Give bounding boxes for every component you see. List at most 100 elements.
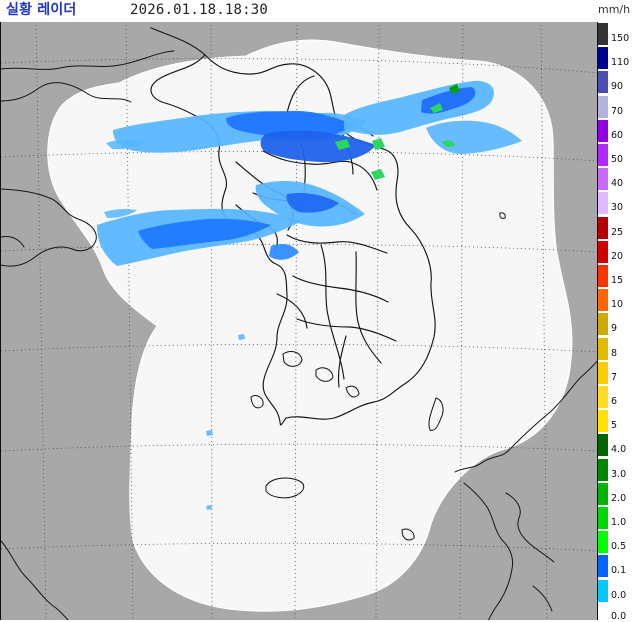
legend-item: 25 bbox=[598, 215, 635, 239]
legend-item: 15 bbox=[598, 264, 635, 287]
rain-fragment-west bbox=[104, 208, 137, 218]
legend-swatch bbox=[598, 312, 608, 336]
legend-label: 90 bbox=[611, 81, 624, 93]
legend-swatch bbox=[598, 530, 608, 554]
legend-label: 70 bbox=[611, 105, 624, 117]
legend-swatch bbox=[598, 433, 608, 457]
rain-band-southwest-core bbox=[138, 218, 271, 249]
rain-band-central-core bbox=[260, 130, 376, 163]
latitude-line bbox=[1, 542, 597, 552]
legend-item: 0.0 bbox=[598, 578, 635, 602]
legend-item: 150 bbox=[598, 22, 635, 45]
island-southeast bbox=[401, 528, 415, 541]
coastline-japan-south bbox=[532, 585, 553, 612]
legend-item: 3.0 bbox=[598, 457, 635, 481]
legend-swatch bbox=[598, 578, 608, 602]
rain-cell-green bbox=[335, 139, 350, 150]
page-title: 실황 레이더 bbox=[6, 2, 77, 18]
legend-swatch bbox=[598, 239, 608, 263]
header-bar: 실황 레이더 2026.01.18.18:30 mm/h bbox=[0, 0, 635, 22]
rain-cell-blue bbox=[269, 244, 299, 260]
island-south bbox=[282, 351, 303, 367]
legend-item: 90 bbox=[598, 70, 635, 94]
legend-label: 6 bbox=[611, 396, 618, 407]
island-south bbox=[315, 367, 334, 382]
legend-label: 3.0 bbox=[611, 468, 627, 480]
legend-label: 0.5 bbox=[611, 541, 627, 553]
legend-item: 5 bbox=[598, 409, 635, 433]
legend-swatch bbox=[598, 288, 608, 312]
legend-swatch bbox=[598, 167, 608, 191]
province-border bbox=[276, 293, 308, 329]
coastline-china-north bbox=[1, 82, 132, 103]
legend-swatch bbox=[598, 94, 608, 118]
precipitation-legend: 150 110 90 70 60 50 40 30 25 20 15 10 9 8 7 6 5 4.0 3.0 2.0… bbox=[598, 22, 635, 622]
legend-item: 2.0 bbox=[598, 481, 635, 505]
coastline-china-south bbox=[1, 540, 69, 620]
legend-label: 60 bbox=[611, 129, 624, 141]
legend-swatch bbox=[598, 385, 608, 408]
legend-item: 6 bbox=[598, 385, 635, 408]
legend-item: 30 bbox=[598, 191, 635, 215]
legend-swatch bbox=[598, 22, 608, 45]
legend-item: 110 bbox=[598, 46, 635, 70]
province-border bbox=[286, 234, 388, 254]
legend-label: 110 bbox=[611, 57, 630, 69]
rain-band-north-core bbox=[226, 110, 352, 138]
latitude-line bbox=[1, 443, 597, 452]
province-border bbox=[320, 244, 345, 380]
border-central-region bbox=[262, 150, 378, 191]
legend-swatch bbox=[598, 360, 608, 384]
legend-swatch bbox=[598, 46, 608, 70]
coastline-china-shandong bbox=[1, 188, 97, 267]
legend-label: 30 bbox=[611, 202, 624, 214]
legend-label: 0.1 bbox=[611, 565, 627, 577]
legend-item: 40 bbox=[598, 167, 635, 191]
latitude-line bbox=[1, 58, 597, 74]
legend-label: 5 bbox=[611, 420, 618, 432]
legend-item: 0.5 bbox=[598, 530, 635, 554]
japan-coast bbox=[454, 360, 597, 620]
rain-fragment-small bbox=[206, 505, 212, 510]
legend-swatch bbox=[598, 215, 608, 239]
legend-swatch bbox=[598, 506, 608, 529]
province-border bbox=[355, 251, 382, 364]
legend-label: 8 bbox=[611, 347, 618, 359]
legend-label: 0.0 bbox=[611, 589, 627, 601]
legend-label: 10 bbox=[611, 299, 624, 311]
legend-label: 40 bbox=[611, 178, 624, 190]
legend-swatch bbox=[598, 143, 608, 166]
rain-cell-green bbox=[372, 138, 385, 150]
legend-label: 7 bbox=[611, 371, 618, 383]
island-ulleung bbox=[499, 212, 506, 219]
legend-label: 9 bbox=[611, 323, 618, 335]
coastline-japan-kyushu bbox=[463, 482, 514, 620]
rain-cell-green bbox=[371, 169, 385, 180]
rain-cell-green bbox=[449, 84, 460, 94]
legend-swatch bbox=[598, 118, 608, 142]
legend-swatch bbox=[598, 336, 608, 360]
legend-label: 1.0 bbox=[611, 517, 627, 528]
legend-swatch bbox=[598, 264, 608, 287]
latitude-line bbox=[1, 243, 597, 253]
legend-item: 1.0 bbox=[598, 506, 635, 529]
legend-item: 0.1 bbox=[598, 554, 635, 578]
rain-fragment-west bbox=[106, 139, 144, 150]
jeju-island bbox=[265, 477, 305, 499]
legend-label: 150 bbox=[611, 33, 630, 44]
rain-cell-green bbox=[430, 103, 443, 113]
island-south bbox=[345, 385, 360, 398]
latitude-line bbox=[1, 343, 597, 353]
legend-item: 50 bbox=[598, 143, 635, 166]
legend-label: 25 bbox=[611, 226, 624, 238]
radar-map bbox=[0, 20, 598, 620]
island-southwest bbox=[250, 395, 264, 409]
legend-label: 50 bbox=[611, 154, 624, 165]
coastline-china-shandong bbox=[1, 236, 25, 248]
coastline-japan-kyushu bbox=[505, 492, 555, 563]
province-border bbox=[296, 318, 397, 342]
legend-item: 70 bbox=[598, 94, 635, 118]
rain-band-central-south-core bbox=[286, 193, 339, 213]
legend-item: 7 bbox=[598, 360, 635, 384]
longitude-line bbox=[125, 21, 134, 620]
